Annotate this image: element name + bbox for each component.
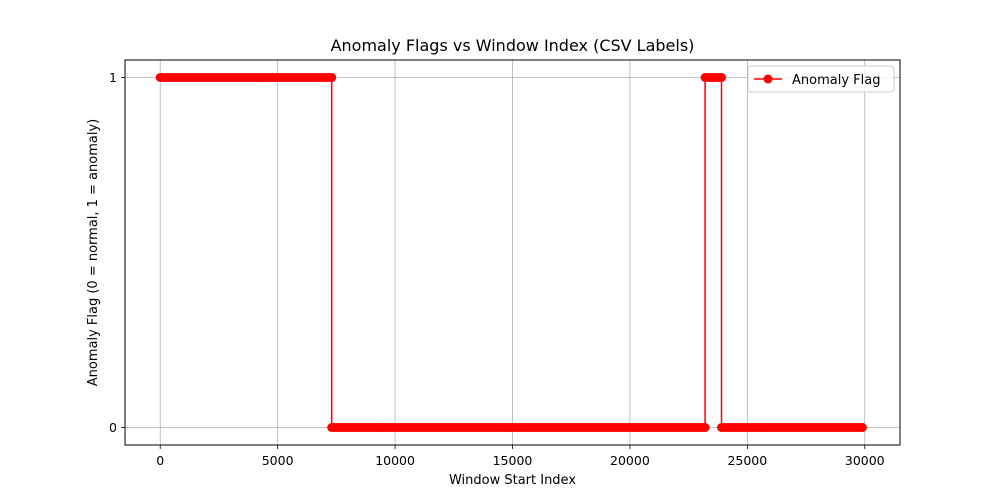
x-axis-label: Window Start Index <box>449 473 576 488</box>
data-point <box>327 73 337 82</box>
y-axis-label: Anomaly Flag (0 = normal, 1 = anomaly) <box>86 119 101 387</box>
x-tick-label: 10000 <box>375 453 415 468</box>
legend: Anomaly Flag <box>747 65 895 93</box>
legend-box <box>747 65 895 93</box>
x-tick-label: 25000 <box>727 453 767 468</box>
series-anomaly-flag <box>155 73 867 432</box>
series-line <box>160 76 863 429</box>
chart-title: Anomaly Flags vs Window Index (CSV Label… <box>331 36 695 55</box>
y-tick-label: 0 <box>109 420 117 435</box>
x-tick-label: 20000 <box>610 453 650 468</box>
data-point <box>717 73 727 82</box>
x-tick-label: 5000 <box>262 453 294 468</box>
legend-marker <box>763 74 773 84</box>
x-axis-ticks: 0 5000 10000 15000 20000 25000 30000 <box>156 445 885 468</box>
data-point <box>857 423 867 432</box>
legend-label: Anomaly Flag <box>792 73 880 88</box>
y-axis-ticks: 01 <box>109 70 125 435</box>
x-tick-label: 15000 <box>493 453 533 468</box>
y-tick-label: 1 <box>109 70 117 85</box>
x-tick-label: 30000 <box>845 453 885 468</box>
data-point <box>700 423 710 432</box>
x-tick-label: 0 <box>156 453 164 468</box>
